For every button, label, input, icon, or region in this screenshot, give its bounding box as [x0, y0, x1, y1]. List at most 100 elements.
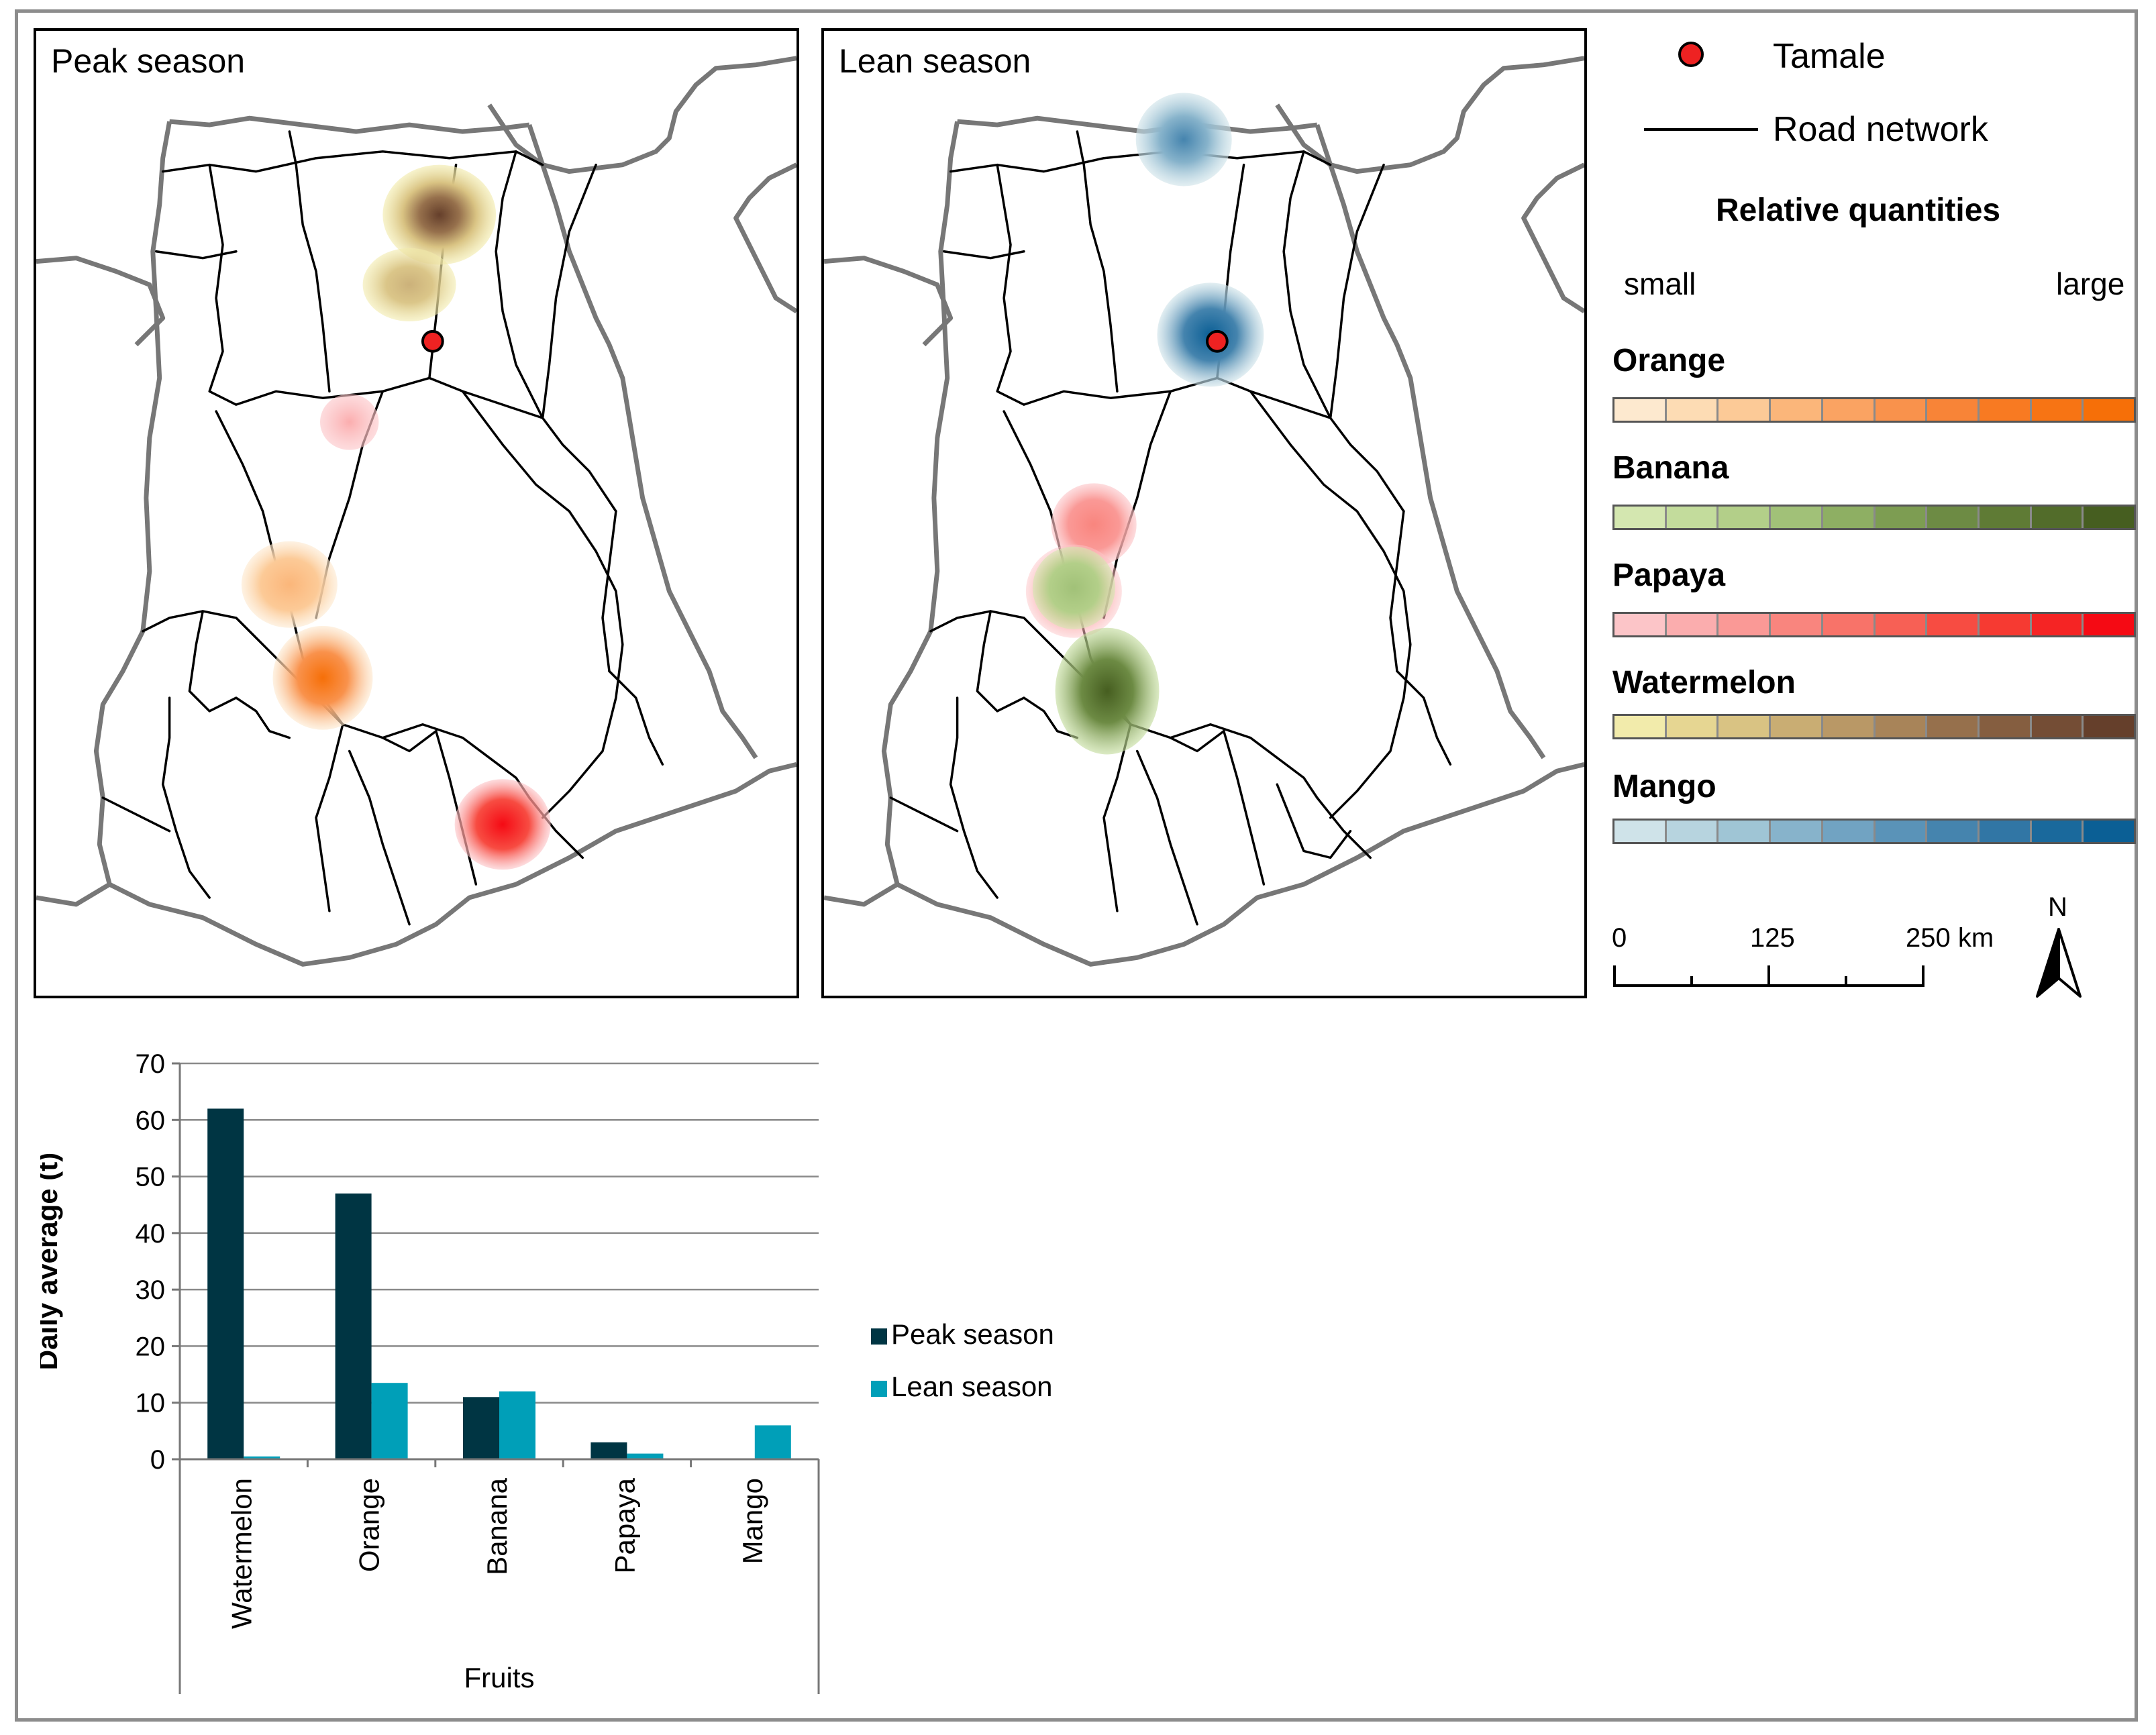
bar-papaya-peak	[591, 1442, 627, 1459]
north-label: N	[2048, 892, 2067, 922]
papaya-ramp-step-2	[1666, 614, 1719, 635]
y-tick-label-50: 50	[136, 1163, 166, 1192]
bar-watermelon-peak	[207, 1108, 244, 1459]
tamale-marker-lean	[1205, 329, 1229, 353]
scale-tick-125: 125	[1750, 923, 1795, 953]
country-borders-lean	[824, 56, 1584, 967]
y-tick-label-40: 40	[136, 1219, 166, 1249]
road-network	[101, 130, 664, 926]
bar-papaya-lean	[627, 1453, 664, 1459]
watermelon-ramp-step-10	[2084, 716, 2135, 737]
scale-tick-250: 250 km	[1906, 923, 1994, 953]
peak-season-title: Peak season	[51, 42, 246, 80]
category-frame	[178, 1459, 820, 1694]
bar-orange-peak	[335, 1193, 372, 1459]
orange-ramp-step-5	[1823, 399, 1876, 421]
road-legend-label: Road network	[1773, 110, 1988, 149]
y-tick-label-0: 0	[150, 1445, 165, 1475]
tamale-legend-label: Tamale	[1773, 37, 1886, 76]
daily-average-chart: 0 10 20 30 40 50 60 70 Watermelon Orange Banana Pap…	[40, 1033, 1141, 1711]
map-legend: Tamale Road network Relative quantities …	[1597, 27, 2141, 1006]
orange-ramp-step-7	[1927, 399, 1980, 421]
x-tick-label-banana: Banana	[481, 1477, 513, 1575]
papaya-ramp-step-8	[1979, 614, 2032, 635]
banana-ramp-step-6	[1875, 507, 1928, 528]
papaya-ramp-step-5	[1823, 614, 1876, 635]
papaya-ramp-step-10	[2084, 614, 2135, 635]
bar-orange-lean	[371, 1383, 408, 1459]
y-axis-label: Daily average (t)	[40, 1153, 63, 1370]
banana-color-ramp	[1612, 505, 2136, 530]
orange-ramp-step-2	[1666, 399, 1719, 421]
banana-ramp-step-4	[1771, 507, 1823, 528]
banana-ramp-step-5	[1823, 507, 1876, 528]
banana-ramp-step-1	[1614, 507, 1667, 528]
watermelon-ramp-step-5	[1823, 716, 1876, 737]
orange-ramp-step-3	[1718, 399, 1772, 421]
scale-bar	[1613, 965, 1924, 987]
y-tick-label-20: 20	[136, 1332, 166, 1361]
mango-ramp-step-5	[1823, 821, 1876, 842]
watermelon-ramp-step-2	[1666, 716, 1719, 737]
x-tick-label-watermelon: Watermelon	[225, 1478, 257, 1629]
orange-ramp-step-10	[2084, 399, 2135, 421]
banana-legend-label: Banana	[1612, 450, 1729, 486]
papaya-ramp-step-6	[1875, 614, 1928, 635]
bar-mango-lean	[754, 1425, 791, 1459]
legend-label-peak: Peak season	[891, 1318, 1054, 1350]
banana-ramp-step-10	[2084, 507, 2135, 528]
x-axis-label: Fruits	[464, 1662, 535, 1693]
papaya-ramp-step-3	[1718, 614, 1772, 635]
north-arrow-icon	[2036, 928, 2082, 998]
scale-tick-0: 0	[1612, 923, 1627, 953]
banana-ramp-step-2	[1666, 507, 1719, 528]
papaya-ramp-step-9	[2031, 614, 2084, 635]
peak-season-map-graphic	[36, 56, 797, 967]
papaya-ramp-step-1	[1614, 614, 1667, 635]
watermelon-ramp-step-8	[1979, 716, 2032, 737]
watermelon-ramp-step-7	[1927, 716, 1980, 737]
lean-season-title: Lean season	[839, 42, 1031, 80]
relative-quantities-heading: Relative quantities	[1716, 193, 2001, 228]
bar-banana-lean	[499, 1391, 535, 1459]
legend-swatch-peak	[871, 1328, 887, 1345]
lean-season-map-graphic	[824, 56, 1584, 967]
y-tick-label-10: 10	[136, 1389, 166, 1418]
orange-ramp-step-9	[2031, 399, 2084, 421]
legend-label-lean: Lean season	[891, 1371, 1053, 1402]
bar-watermelon-lean	[244, 1456, 280, 1459]
bar-chart-svg: 0 10 20 30 40 50 60 70 Watermelon Orange Banana Pap…	[40, 1049, 1054, 1694]
mango-ramp-step-7	[1927, 821, 1980, 842]
small-label: small	[1624, 266, 1696, 301]
watermelon-ramp-step-4	[1771, 716, 1823, 737]
mango-ramp-step-2	[1666, 821, 1719, 842]
x-tick-label-orange: Orange	[354, 1478, 385, 1572]
mango-legend-label: Mango	[1612, 769, 1716, 804]
large-label: large	[2056, 266, 2125, 301]
watermelon-color-ramp	[1612, 714, 2136, 739]
watermelon-ramp-step-6	[1875, 716, 1928, 737]
mango-ramp-step-9	[2031, 821, 2084, 842]
banana-ramp-step-3	[1718, 507, 1772, 528]
mango-color-ramp	[1612, 819, 2136, 844]
mango-ramp-step-3	[1718, 821, 1772, 842]
watermelon-legend-label: Watermelon	[1612, 665, 1796, 700]
y-tick-label-60: 60	[136, 1106, 166, 1135]
lean-season-map: Lean season	[821, 28, 1587, 998]
mango-ramp-step-6	[1875, 821, 1928, 842]
orange-ramp-step-8	[1979, 399, 2032, 421]
banana-ramp-step-8	[1979, 507, 2032, 528]
y-tick-label-30: 30	[136, 1275, 166, 1305]
road-legend-line	[1644, 128, 1758, 131]
road-network-lean	[889, 130, 1452, 926]
orange-ramp-step-1	[1614, 399, 1667, 421]
x-tick-label-papaya: Papaya	[609, 1477, 640, 1573]
banana-ramp-step-7	[1927, 507, 1980, 528]
papaya-ramp-step-4	[1771, 614, 1823, 635]
mango-ramp-step-10	[2084, 821, 2135, 842]
legend-swatch-lean	[871, 1381, 887, 1397]
banana-ramp-step-9	[2031, 507, 2084, 528]
y-tick-label-70: 70	[136, 1049, 166, 1079]
figure-frame	[15, 9, 2138, 1722]
orange-legend-label: Orange	[1612, 343, 1726, 378]
